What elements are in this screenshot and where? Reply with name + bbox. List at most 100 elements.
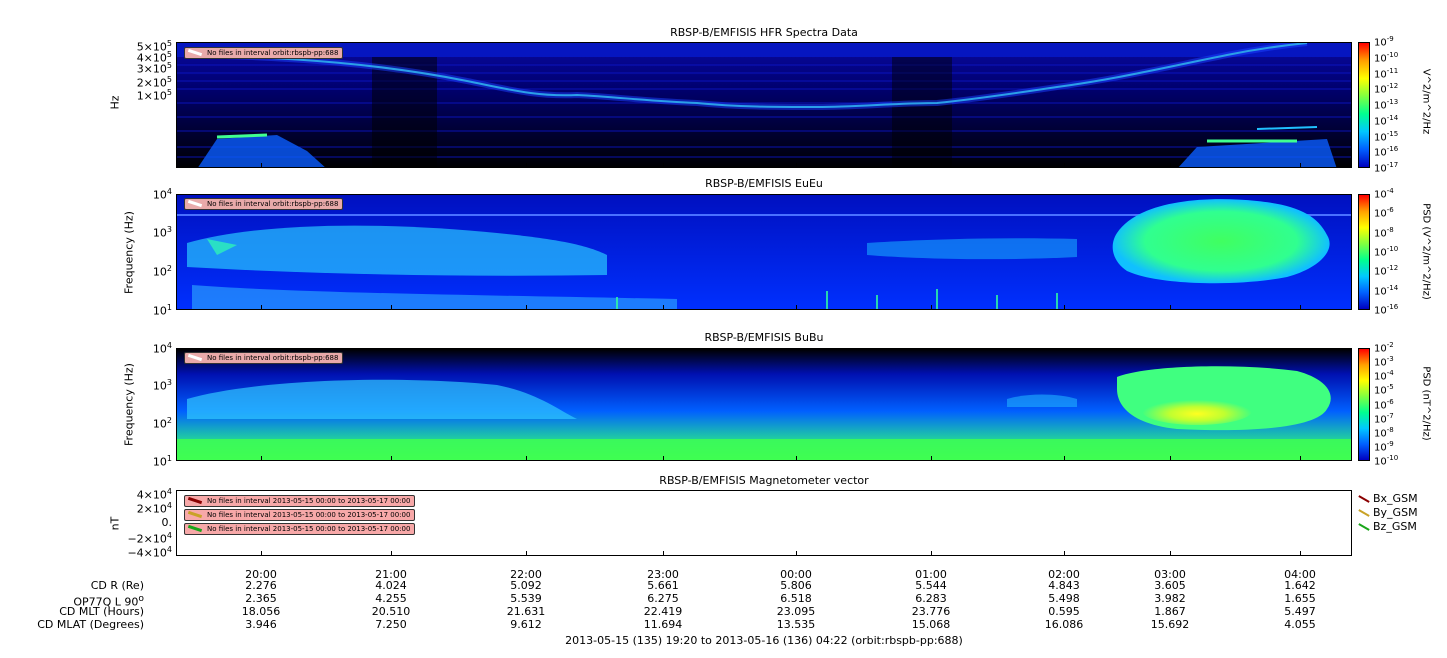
ephemeris-value: 5.539 [510,592,542,605]
ephemeris-value: 13.535 [776,618,816,631]
colorbar-tick-label: 10-14 [1374,113,1399,128]
x-tick-mark [796,456,797,461]
ephemeris-value: 9.612 [510,618,542,631]
ephemeris-value: 5.498 [1048,592,1080,605]
x-tick-label: 22:00 [510,568,542,581]
colorbar-tick-label: 10-8 [1374,225,1394,239]
colorbar-tick-label: 10-8 [1374,425,1394,440]
ephemeris-value: 6.275 [647,592,679,605]
ephemeris-value: 5.806 [780,579,812,592]
y-tick-label: 4×104 [136,486,172,502]
x-tick-mark [1170,163,1171,168]
y-tick-label: 104 [152,341,172,356]
x-tick-label: 01:00 [915,568,947,581]
y-tick-label: 103 [152,378,172,393]
x-tick-mark [796,163,797,168]
ephemeris-value: 2.365 [245,592,277,605]
legend-by: By_GSM [1358,506,1418,519]
y-tick-label: −2×104 [127,531,172,546]
y-tick-label: −4×104 [127,545,172,560]
ephemeris-value: 3.946 [245,618,277,631]
x-tick-mark [1064,456,1065,461]
colorbar-eueu [1358,194,1370,310]
x-tick-mark [663,305,664,310]
colorbar-tick-label: 10-17 [1374,161,1399,175]
y-tick-label: 5×105 [136,38,172,54]
ephemeris-label: CD MLT (Hours) [59,605,144,618]
y-tick-label: 101 [152,303,172,318]
no-files-badge-eueu: No files in interval orbit:rbspb-pp:688 [184,198,344,210]
legend-by-swatch [1358,509,1370,517]
y-tick-label: 104 [152,187,172,202]
colorbar-tick-label: 10-15 [1374,129,1399,143]
ephemeris-value: 0.595 [1048,605,1080,618]
x-tick-mark [931,305,932,310]
x-tick-mark [526,305,527,310]
bubu-spectrogram [176,348,1352,461]
ephemeris-value: 1.867 [1154,605,1186,618]
colorbar-tick-label: 10-16 [1374,145,1399,159]
x-tick-mark [663,551,664,556]
ephemeris-value: 3.605 [1154,579,1186,592]
x-tick-mark [1064,305,1065,310]
no-files-badge-by: No files in interval 2013-05-15 00:00 to… [184,509,416,521]
x-tick-mark [1170,456,1171,461]
hfr-spectrogram-svg [177,43,1351,167]
y-tick-label: 102 [152,415,172,431]
x-tick-mark [1300,305,1301,310]
colorbar-tick-label: 10-9 [1374,439,1394,454]
x-tick-mark [1300,456,1301,461]
ephemeris-value: 23.095 [776,605,816,618]
colorbar-tick-label: 10-4 [1374,187,1394,201]
ephemeris-label: OP77Q L 90o [73,593,144,609]
colorbar-tick-label: 10-5 [1374,383,1394,397]
y-tick-label: 2×104 [136,500,172,516]
x-tick-mark [1300,551,1301,556]
x-tick-mark [1064,163,1065,168]
colorbar-tick-label: 10-12 [1374,82,1399,96]
colorbar-tick-label: 10-10 [1374,245,1399,259]
y-label-bubu: Frequency (Hz) [122,363,136,446]
cbar-label-eueu: PSD (V^2/m^2/Hz) [1420,203,1432,300]
x-tick-mark [391,551,392,556]
colorbar-tick-label: 10-10 [1374,454,1399,468]
x-tick-mark [261,551,262,556]
x-tick-mark [1300,163,1301,168]
x-tick-mark [261,456,262,461]
ephemeris-value: 4.055 [1284,618,1316,631]
y-label-eueu: Frequency (Hz) [122,211,136,294]
ephemeris-value: 4.024 [375,579,407,592]
y-tick-label: 0. [161,516,173,529]
ephemeris-value: 4.843 [1048,579,1080,592]
no-files-badge-bubu: No files in interval orbit:rbspb-pp:688 [184,352,344,364]
x-tick-label: 20:00 [245,568,277,581]
ephemeris-value: 21.631 [506,605,546,618]
x-tick-label: 23:00 [647,568,679,581]
colorbar-tick-label: 10-11 [1374,66,1399,80]
legend-bx: Bx_GSM [1358,492,1418,505]
legend-bz-swatch [1358,523,1370,531]
x-tick-mark [391,305,392,310]
y-tick-label: 3×105 [136,61,172,77]
ephemeris-value: 5.661 [647,579,679,592]
colorbar-tick-label: 10-3 [1374,355,1394,369]
colorbar-tick-label: 10-4 [1374,369,1394,383]
ephemeris-value: 16.086 [1044,618,1084,631]
x-tick-label: 03:00 [1154,568,1186,581]
x-tick-mark [931,163,932,168]
cbar-label-bubu: PSD (nT^2/Hz) [1420,366,1432,441]
legend-bz: Bz_GSM [1358,520,1417,533]
x-tick-mark [261,305,262,310]
x-tick-mark [526,163,527,168]
x-tick-label: 21:00 [375,568,407,581]
x-tick-label: 04:00 [1284,568,1316,581]
colorbar-tick-label: 10-16 [1374,303,1399,317]
no-files-badge-bx: No files in interval 2013-05-15 00:00 to… [184,495,416,507]
panel-title-mag: RBSP-B/EMFISIS Magnetometer vector [659,474,869,487]
legend-bx-swatch [1358,495,1370,503]
colorbar-tick-label: 10-7 [1374,411,1394,425]
y-tick-label: 103 [152,225,172,240]
x-tick-mark [1064,551,1065,556]
colorbar-hfr [1358,42,1370,168]
hfr-spectrogram [176,42,1352,168]
